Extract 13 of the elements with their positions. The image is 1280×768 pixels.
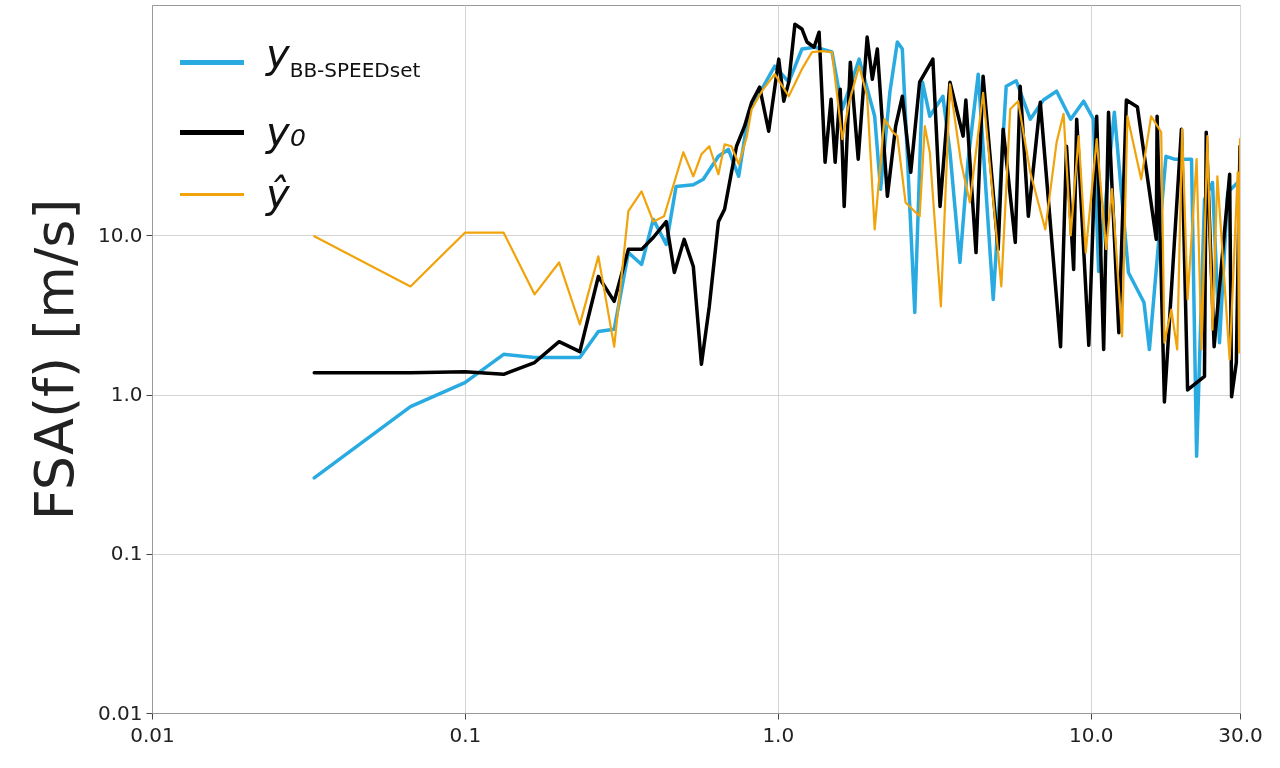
legend-label: y$_{BB-SPEEDset}$ [266,30,421,84]
y-tick-label: 10.0 [97,222,143,247]
x-tick-label: 0.1 [449,722,482,747]
y-tick-label: 0.1 [110,541,143,566]
x-tick-label: 10.0 [1068,722,1114,747]
legend-label: y₀ [266,108,306,157]
y-axis-title: FSA(f) [m/s] [22,198,86,521]
x-tick-label: 30.0 [1218,722,1263,747]
y-tick-label: 1.0 [110,382,143,407]
y-tick-label: 0.01 [97,700,143,725]
x-tick-label: 0.01 [130,722,175,747]
legend-label: ŷ [266,170,290,219]
x-tick-label: 1.0 [762,722,795,747]
